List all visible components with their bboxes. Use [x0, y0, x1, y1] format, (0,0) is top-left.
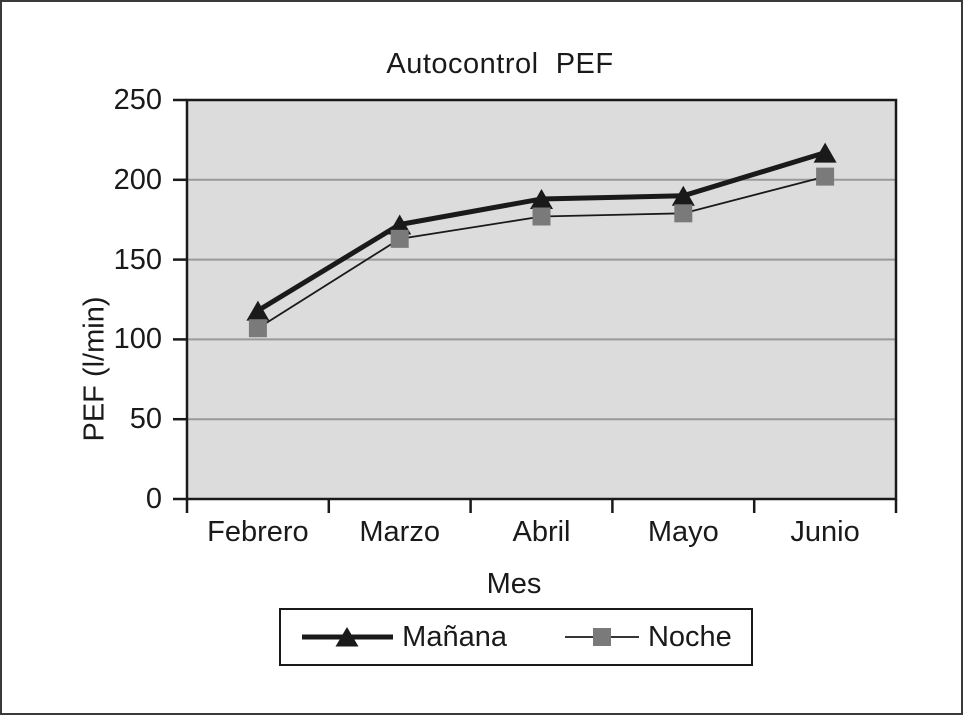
plot-background: [187, 100, 896, 499]
chart-title: Autocontrol PEF: [386, 48, 614, 80]
marker-square-noche: [248, 319, 267, 338]
legend-label-manana: Mañana: [402, 620, 507, 653]
y-tick-label: 200: [113, 163, 162, 196]
y-tick-label: 0: [145, 483, 162, 515]
y-tick-label: 150: [113, 243, 162, 276]
legend-item-noche: Noche: [563, 621, 732, 654]
noche-line-swatch-icon: [564, 628, 639, 646]
x-axis-title: Mes: [486, 568, 542, 600]
plot-border: [185, 98, 898, 501]
marker-triangle-manana: [813, 142, 837, 163]
legend-item-manana: Mañana: [300, 621, 507, 654]
y-tick-label: 100: [113, 323, 162, 356]
legend-label-noche: Noche: [647, 620, 732, 653]
marker-square-noche: [674, 204, 693, 223]
marker-square-noche: [532, 207, 551, 226]
y-tick-label: 250: [113, 84, 162, 116]
marker-triangle-manana: [530, 188, 553, 209]
marker-triangle-manana: [246, 300, 270, 321]
marker-square-noche: [816, 167, 835, 186]
x-tick-label: Abril: [512, 516, 571, 548]
legend: Mañana Noche: [279, 608, 753, 666]
marker-triangle-manana: [388, 214, 412, 235]
marker-square-noche: [390, 229, 409, 248]
manana-line-swatch-icon: [302, 627, 394, 647]
y-tick-label: 50: [129, 403, 162, 436]
x-tick-label: Mayo: [647, 516, 719, 548]
x-tick-label: Junio: [790, 516, 860, 548]
x-tick-label: Febrero: [207, 516, 309, 548]
marker-triangle-manana: [671, 185, 695, 206]
x-tick-label: Marzo: [359, 516, 440, 548]
